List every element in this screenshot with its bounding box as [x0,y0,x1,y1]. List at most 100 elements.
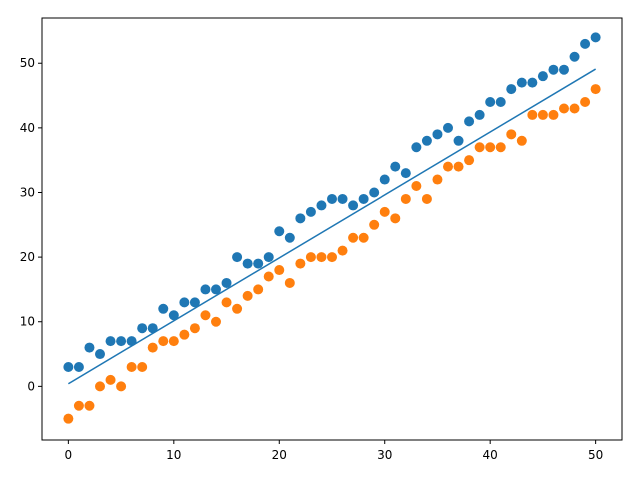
series-2-point [147,342,158,353]
series-1-point [116,336,127,347]
series-1-point [453,135,464,146]
series-1-point [274,226,285,237]
series-2-point [168,336,179,347]
y-tick-label: 20 [20,250,35,264]
series-1-point [559,64,569,75]
series-1-point [105,336,116,347]
series-2-point [179,329,190,340]
series-2-point [232,303,243,314]
series-2-point [516,135,527,146]
series-2-point [432,174,443,185]
series-2-point [358,232,369,243]
series-1-point [295,213,306,224]
series-1-point [242,258,253,269]
plot-frame [41,17,623,441]
series-2-point [537,109,548,120]
series-2-point [200,310,211,321]
x-tick-label: 40 [483,448,498,462]
series-1-point [443,122,453,133]
series-1-point [126,336,137,347]
series-1-point [305,206,316,217]
series-1-point [379,174,390,185]
series-2-point [590,84,601,95]
series-1-point [548,64,559,75]
series-1-point [464,116,475,127]
series-1-point [337,193,348,204]
series-1-point [200,284,211,295]
series-1-point [168,310,179,321]
series-2-point [390,213,401,224]
series-1-point [590,32,601,43]
series-2-point [421,193,432,204]
series-2-point [474,142,485,153]
series-2-point [305,252,316,263]
series-1-point [84,342,95,353]
series-1-point [432,129,443,140]
series-2-point [211,316,221,327]
series-2-point [569,103,580,114]
series-2-point [137,361,148,372]
series-1-point [369,187,380,198]
series-1-point [137,323,148,334]
series-1-point [348,200,359,211]
series-2-point [95,381,105,392]
plot-area [63,32,601,424]
series-2-point [242,290,253,301]
series-1-point [527,77,538,88]
series-2-point [189,323,200,334]
series-2-point [316,252,327,263]
series-2-point [580,97,591,108]
series-2-point [527,109,538,120]
series-1-point [485,97,496,108]
series-1-point [495,97,506,108]
series-1-point [537,71,548,82]
series-2-point [274,265,285,276]
x-tick-label: 20 [272,448,287,462]
series-1-point [73,361,84,372]
series-2-point [116,381,127,392]
x-tick-label: 30 [377,448,392,462]
series-1-point [211,284,221,295]
series-2-point [464,155,475,166]
y-tick-label: 40 [20,121,35,135]
series-1-point [189,297,200,308]
series-1-point [221,277,232,288]
series-1-point [506,84,517,95]
series-1-point [63,361,74,372]
y-tick-label: 10 [20,315,35,329]
y-tick-label: 50 [20,56,35,70]
series-1-point [580,38,591,49]
series-1-point [411,142,422,153]
y-tick-label: 30 [20,185,35,199]
series-2-point [105,374,116,385]
series-1-point [421,135,432,146]
series-2-point [411,181,422,192]
series-2-point [337,245,348,256]
series-1-point [95,349,105,360]
series-2-point [348,232,359,243]
series-1-point [284,232,295,243]
series-1-point [253,258,264,269]
series-1-point [569,51,580,62]
series-2-point [559,103,569,114]
series-2-point [221,297,232,308]
series-1-point [158,303,169,314]
series-2-point [295,258,306,269]
series-1-point [316,200,327,211]
series-1-point [390,161,401,172]
series-2-point [400,193,411,204]
series-2-point [158,336,169,347]
x-tick-label: 0 [65,448,73,462]
series-2-point [495,142,506,153]
series-1-point [358,193,369,204]
series-1-point [232,252,243,263]
series-1-point [147,323,158,334]
series-2-point [485,142,496,153]
series-2-point [73,400,84,411]
series-1-point [474,109,485,120]
series-2-point [126,361,137,372]
series-2-point [453,161,464,172]
series-2-point [84,400,95,411]
series-2-point [284,277,295,288]
